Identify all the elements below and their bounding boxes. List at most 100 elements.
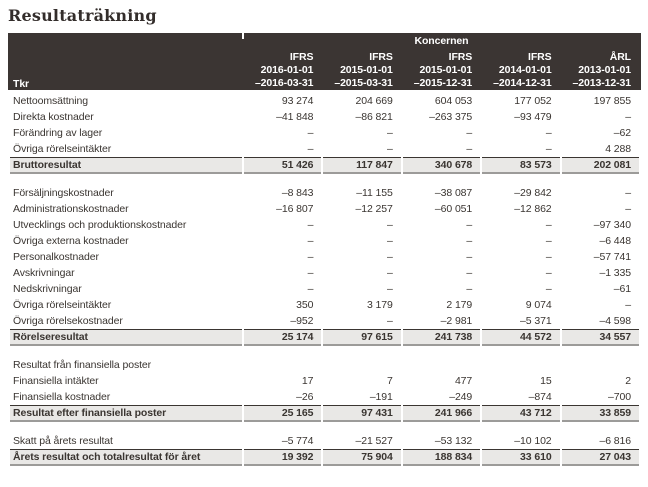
spacer-cell xyxy=(403,174,480,185)
row-label: Utvecklings och produktionskostnader xyxy=(13,219,187,231)
table-row: Övriga externa kostnader – – – – –6 448 xyxy=(10,233,639,249)
spacer-row xyxy=(10,346,639,357)
spacer-cell xyxy=(562,346,639,357)
column-period-from: 2013-01-01 xyxy=(578,64,631,76)
cell-value: –26 xyxy=(296,391,314,403)
cell-value: – xyxy=(387,235,393,247)
table-row: Förändring av lager – – – – –62 xyxy=(10,125,639,141)
cell-value: – xyxy=(545,127,552,139)
cell-value: –53 132 xyxy=(434,435,473,447)
cell-value: –41 848 xyxy=(276,111,314,123)
spacer-cell xyxy=(10,174,242,185)
cell-value: 83 573 xyxy=(482,157,560,174)
row-label: Årets resultat och totalresultat för åre… xyxy=(10,449,242,466)
cell-value xyxy=(562,357,639,373)
cell-value: –11 155 xyxy=(356,187,393,199)
cell-value: 15 xyxy=(540,375,552,387)
cell-value: 117 847 xyxy=(323,157,401,174)
table-row: Administrationskostnader –16 807 –12 257 –6… xyxy=(10,201,639,217)
cell-value: 204 669 xyxy=(355,95,393,107)
row-label: Nedskrivningar xyxy=(13,283,82,295)
cell-value: 188 834 xyxy=(402,449,481,466)
spacer-cell xyxy=(244,346,321,357)
row-label: Avskrivningar xyxy=(13,267,75,279)
cell-value: –5 371 xyxy=(520,315,552,327)
cell-value: – xyxy=(307,267,314,279)
row-label: Finansiella intäkter xyxy=(13,375,99,387)
cell-value: –4 598 xyxy=(599,315,631,327)
spacer-cell xyxy=(562,422,639,433)
column-period-to: –2015-12-31 xyxy=(413,77,473,89)
cell-value: – xyxy=(307,251,314,263)
cell-value: – xyxy=(387,283,393,295)
cell-value: – xyxy=(625,111,631,123)
column-header-4: IFRS 2014-01-01 –2014-12-31 xyxy=(482,48,559,93)
cell-value: – xyxy=(466,283,473,295)
cell-value: – xyxy=(387,127,393,139)
spacer-cell xyxy=(10,346,242,357)
cell-value xyxy=(323,357,400,373)
total-row: Årets resultat och totalresultat för åre… xyxy=(10,449,639,466)
table-row: Avskrivningar – – – – –1 335 xyxy=(10,265,639,281)
table-header: Koncernen Tkr IFRS 2016-01-01 –2016-03-3… xyxy=(10,33,639,93)
column-header-3: IFRS 2015-01-01 –2015-12-31 xyxy=(403,48,480,93)
table-row: Försäljningskostnader –8 843 –11 155 –38 08… xyxy=(10,185,639,201)
cell-value: 2 xyxy=(625,375,631,387)
table-row: Övriga rörelseintäkter 350 3 179 2 179 9 074… xyxy=(10,297,639,313)
column-period-to: –2014-12-31 xyxy=(493,77,552,89)
table-row: Personalkostnader – – – – –57 741 xyxy=(10,249,639,265)
cell-value: –6 448 xyxy=(599,235,631,247)
cell-value: – xyxy=(387,251,393,263)
group-header-row: Koncernen xyxy=(10,33,639,48)
table-row: Nettoomsättning 93 274 204 669 604 053 177 0… xyxy=(10,93,639,109)
cell-value: – xyxy=(545,251,552,263)
unit-label: Tkr xyxy=(13,78,30,90)
spacer-row xyxy=(10,422,639,433)
table-row: Finansiella intäkter 17 7 477 15 2 xyxy=(10,373,639,389)
cell-value: –8 843 xyxy=(281,187,314,199)
cell-value: – xyxy=(387,267,393,279)
cell-value: – xyxy=(625,299,631,311)
spacer-cell xyxy=(403,346,480,357)
cell-value: 25 174 xyxy=(244,329,322,346)
table-row: Övriga rörelseintäkter – – – – 4 288 xyxy=(10,141,639,157)
spacer-cell xyxy=(482,346,559,357)
income-statement: Koncernen Tkr IFRS 2016-01-01 –2016-03-3… xyxy=(8,33,641,466)
table-row: Övriga rörelsekostnader –952 – –2 981 –5 371… xyxy=(10,313,639,329)
page-title: Resultaträkning xyxy=(8,6,157,25)
cell-value: 7 xyxy=(387,375,393,387)
column-header-5: ÅRL 2013-01-01 –2013-12-31 xyxy=(562,48,639,93)
cell-value: 4 288 xyxy=(605,143,631,155)
row-label: Övriga externa kostnader xyxy=(13,235,129,247)
column-standard: ÅRL xyxy=(609,51,631,63)
cell-value: –5 774 xyxy=(281,435,314,447)
cell-value: –29 842 xyxy=(514,187,552,199)
cell-value: –21 527 xyxy=(355,435,393,447)
cell-value: 25 165 xyxy=(244,405,322,422)
cell-value: 177 052 xyxy=(514,95,552,107)
cell-value: – xyxy=(545,219,552,231)
row-label: Direkta kostnader xyxy=(13,111,94,123)
spacer-cell xyxy=(10,422,242,433)
total-row: Bruttoresultat 51 426 117 847 340 678 83 573… xyxy=(10,157,639,174)
cell-value: 2 179 xyxy=(446,299,473,311)
spacer-cell xyxy=(323,346,400,357)
cell-value: –60 051 xyxy=(434,203,473,215)
cell-value: 33 859 xyxy=(561,405,639,422)
cell-value: –10 102 xyxy=(514,435,552,447)
cell-value: 34 557 xyxy=(561,329,639,346)
cell-value: – xyxy=(466,219,473,231)
cell-value: – xyxy=(625,203,631,215)
row-label: Finansiella kostnader xyxy=(13,391,111,403)
row-label: Resultat efter finansiella poster xyxy=(10,405,242,422)
cell-value: 350 xyxy=(296,299,314,311)
cell-value: – xyxy=(307,235,314,247)
cell-value: –97 340 xyxy=(593,219,631,231)
income-statement-table: Koncernen Tkr IFRS 2016-01-01 –2016-03-3… xyxy=(8,33,641,466)
cell-value: –952 xyxy=(290,315,314,327)
report-page: Resultaträkning Koncernen Tkr IFRS 2016-… xyxy=(8,6,641,466)
cell-value: 604 053 xyxy=(434,95,473,107)
cell-value: 75 904 xyxy=(323,449,401,466)
cell-value: – xyxy=(387,143,393,155)
table-row: Skatt på årets resultat –5 774 –21 527 –53 … xyxy=(10,433,639,449)
